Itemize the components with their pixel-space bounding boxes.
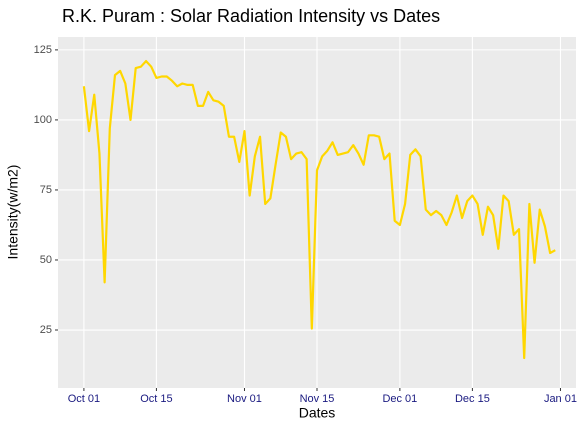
y-tick-label: 125 — [34, 44, 52, 56]
y-tick-label: 50 — [40, 254, 52, 266]
y-axis-title: Intensity(w/m2) — [5, 165, 21, 260]
x-tick-label: Jan 01 — [544, 393, 577, 405]
y-tick-label: 100 — [34, 114, 52, 126]
y-tick-label: 75 — [40, 184, 52, 196]
x-tick-label: Dec 01 — [382, 393, 417, 405]
y-tick-label: 25 — [40, 324, 52, 336]
x-axis-title: Dates — [299, 405, 336, 421]
x-tick-label: Nov 15 — [300, 393, 335, 405]
chart-title: R.K. Puram : Solar Radiation Intensity v… — [62, 6, 440, 26]
x-tick-label: Dec 15 — [455, 393, 490, 405]
line — [82, 59, 556, 360]
x-tick-label: Oct 01 — [68, 393, 100, 405]
x-tick-label: Nov 01 — [227, 393, 262, 405]
x-tick-label: Oct 15 — [140, 393, 172, 405]
